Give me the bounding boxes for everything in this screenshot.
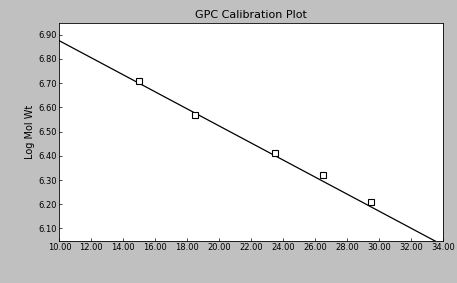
Y-axis label: Log Mol Wt: Log Mol Wt bbox=[25, 104, 35, 159]
Title: GPC Calibration Plot: GPC Calibration Plot bbox=[196, 10, 307, 20]
